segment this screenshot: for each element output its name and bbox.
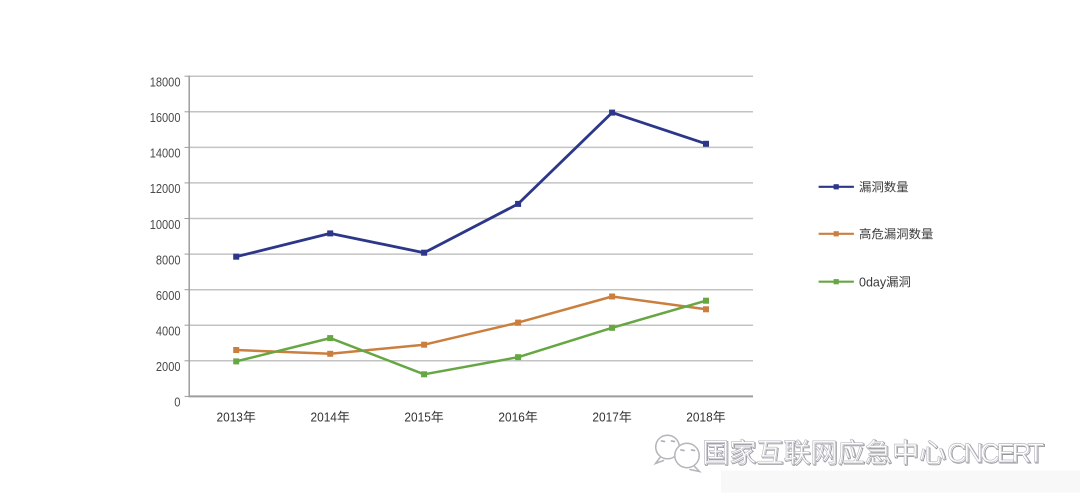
svg-text:2013: 2013	[217, 410, 243, 425]
svg-text:2018: 2018	[686, 410, 712, 425]
svg-text:2016: 2016	[498, 410, 524, 425]
svg-text:2014: 2014	[311, 410, 337, 425]
svg-text:0: 0	[174, 395, 180, 410]
svg-text:10000: 10000	[150, 217, 181, 232]
svg-text:8000: 8000	[156, 252, 181, 267]
svg-text:12000: 12000	[150, 181, 181, 196]
svg-text:14000: 14000	[150, 146, 181, 161]
svg-text:16000: 16000	[150, 110, 181, 125]
svg-text:6000: 6000	[156, 288, 181, 303]
svg-text:CNCERT: CNCERT	[947, 438, 1044, 468]
svg-text:4000: 4000	[156, 324, 181, 339]
svg-text:0day: 0day	[859, 275, 887, 289]
svg-text:CNCERT: CNCERT	[948, 439, 1045, 469]
svg-text:2015: 2015	[404, 410, 430, 425]
svg-text:2000: 2000	[156, 359, 181, 374]
svg-text:2017: 2017	[592, 410, 618, 425]
svg-text:18000: 18000	[150, 75, 181, 90]
